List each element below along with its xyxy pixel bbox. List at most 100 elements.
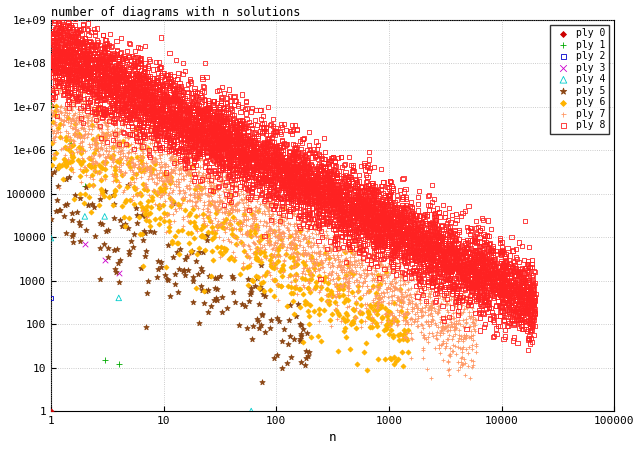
ply 7	[450, 343, 460, 350]
ply 8	[347, 229, 357, 236]
ply 8	[183, 112, 193, 119]
ply 8	[206, 153, 216, 160]
ply 8	[358, 199, 368, 207]
ply 8	[413, 200, 423, 207]
ply 7	[409, 319, 419, 326]
ply 8	[332, 235, 342, 242]
ply 8	[188, 131, 198, 139]
ply 8	[177, 145, 188, 152]
ply 7	[155, 166, 165, 174]
ply 8	[168, 116, 178, 123]
ply 8	[361, 216, 371, 224]
ply 7	[271, 203, 281, 210]
ply 7	[367, 229, 377, 236]
ply 8	[471, 270, 481, 278]
ply 7	[104, 101, 115, 108]
ply 7	[49, 86, 59, 93]
ply 8	[384, 236, 394, 243]
ply 8	[221, 129, 232, 136]
ply 7	[129, 159, 139, 166]
ply 8	[481, 280, 492, 287]
ply 6	[117, 137, 127, 144]
ply 8	[412, 226, 422, 233]
ply 8	[500, 258, 510, 265]
ply 6	[74, 130, 84, 138]
ply 8	[485, 273, 495, 280]
ply 7	[391, 300, 401, 307]
ply 7	[433, 295, 443, 302]
ply 7	[141, 132, 152, 140]
ply 8	[332, 184, 342, 192]
ply 8	[155, 132, 165, 139]
ply 8	[184, 126, 194, 133]
ply 8	[55, 43, 65, 50]
ply 8	[224, 164, 234, 171]
ply 7	[68, 98, 78, 105]
ply 8	[515, 317, 525, 324]
ply 8	[335, 225, 346, 233]
ply 8	[508, 309, 518, 316]
ply 8	[408, 248, 418, 256]
ply 6	[385, 308, 396, 315]
ply 8	[471, 264, 481, 271]
ply 8	[461, 244, 471, 251]
ply 6	[364, 311, 374, 318]
ply 8	[83, 98, 93, 105]
ply 8	[220, 133, 230, 140]
ply 8	[328, 186, 339, 193]
ply 8	[383, 215, 393, 222]
ply 8	[97, 56, 108, 63]
ply 8	[233, 153, 243, 160]
ply 7	[461, 334, 471, 341]
ply 8	[424, 266, 434, 273]
ply 7	[161, 170, 171, 177]
ply 8	[426, 254, 436, 261]
ply 8	[324, 190, 335, 197]
ply 7	[389, 283, 399, 290]
ply 8	[316, 187, 326, 194]
ply 8	[317, 198, 327, 205]
ply 5	[296, 359, 306, 366]
ply 8	[123, 78, 133, 86]
ply 8	[93, 70, 103, 77]
ply 8	[313, 189, 323, 196]
ply 8	[318, 165, 328, 172]
ply 7	[207, 197, 217, 204]
ply 8	[287, 154, 298, 162]
ply 8	[92, 65, 102, 72]
ply 8	[218, 129, 228, 136]
ply 8	[515, 266, 525, 273]
ply 8	[54, 68, 65, 76]
ply 7	[365, 254, 376, 261]
ply 8	[232, 147, 243, 154]
ply 7	[161, 211, 172, 218]
ply 7	[182, 197, 192, 204]
ply 8	[413, 231, 423, 238]
ply 8	[297, 168, 307, 175]
ply 7	[198, 206, 208, 213]
ply 8	[472, 239, 482, 247]
ply 7	[275, 217, 285, 225]
ply 8	[167, 112, 177, 120]
ply 8	[140, 67, 150, 74]
ply 8	[472, 282, 482, 289]
ply 8	[326, 157, 336, 164]
ply 8	[57, 57, 67, 64]
ply 8	[485, 259, 495, 266]
ply 8	[79, 67, 89, 74]
ply 8	[150, 126, 160, 133]
ply 7	[294, 215, 305, 222]
ply 8	[192, 128, 202, 135]
ply 7	[322, 231, 332, 239]
ply 8	[60, 83, 70, 90]
ply 8	[165, 112, 175, 120]
ply 8	[319, 162, 330, 170]
ply 8	[313, 219, 323, 226]
ply 8	[458, 273, 468, 280]
ply 8	[510, 301, 520, 308]
ply 8	[439, 284, 449, 291]
ply 8	[214, 159, 224, 166]
ply 6	[90, 145, 100, 153]
ply 8	[149, 87, 159, 94]
ply 7	[103, 118, 113, 125]
